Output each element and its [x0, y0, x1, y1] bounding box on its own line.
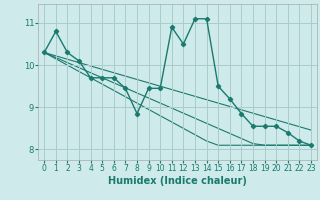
X-axis label: Humidex (Indice chaleur): Humidex (Indice chaleur) [108, 176, 247, 186]
